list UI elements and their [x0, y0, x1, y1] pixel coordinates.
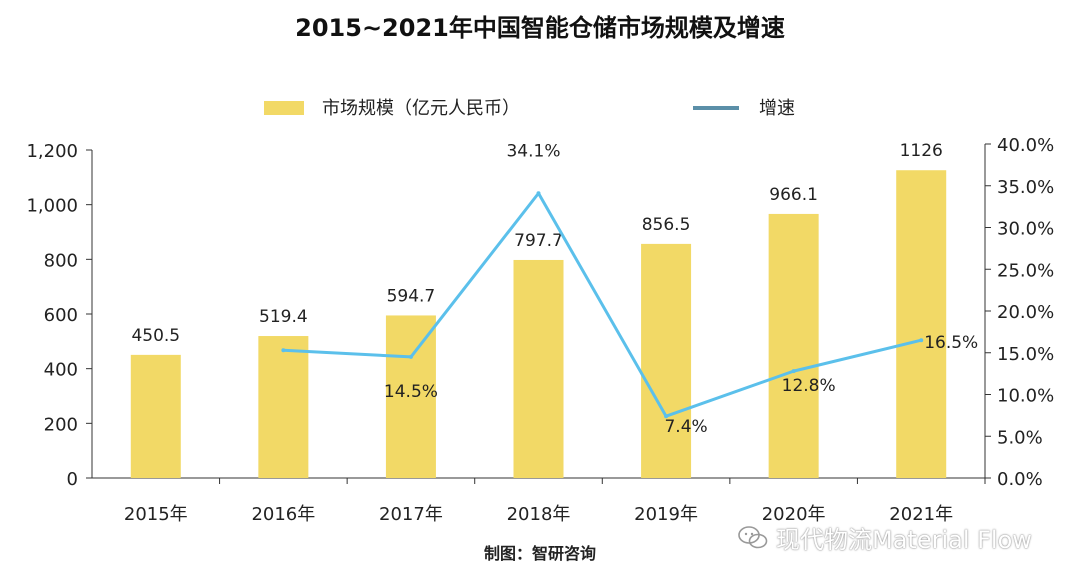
line-point: [919, 338, 924, 343]
bar: [258, 336, 309, 478]
bar: [130, 354, 181, 478]
bar: [385, 315, 436, 478]
y-right-tick-label: 15.0%: [997, 344, 1054, 365]
line-point: [791, 369, 796, 374]
y-left-tick-label: 1,000: [26, 196, 78, 217]
y-left-tick-label: 200: [44, 414, 78, 435]
chart-title: 2015~2021年中国智能仓储市场规模及增速: [295, 14, 785, 42]
x-tick-label: 2020年: [762, 504, 826, 525]
growth-line: [283, 191, 922, 418]
chart-source: 制图：智研咨询: [483, 544, 596, 563]
bar-data-label: 966.1: [769, 185, 818, 205]
y-right-tick-label: 40.0%: [997, 135, 1054, 156]
y-right-tick-label: 20.0%: [997, 302, 1054, 323]
line-data-label: 34.1%: [506, 141, 560, 161]
wechat-icon: [738, 525, 768, 548]
bar: [513, 259, 564, 478]
legend-line-label: 增速: [759, 98, 795, 119]
watermark-text: 现代物流Material Flow: [776, 526, 1032, 554]
bar: [768, 213, 819, 478]
x-tick-label: 2019年: [634, 504, 698, 525]
x-tick-label: 2018年: [507, 504, 571, 525]
line-data-label: 12.8%: [782, 376, 836, 396]
x-tick-label: 2016年: [251, 504, 315, 525]
y-right-tick-label: 5.0%: [997, 427, 1043, 448]
y-right-tick-label: 0.0%: [997, 469, 1043, 490]
line-point: [281, 348, 286, 353]
y-right-tick-label: 10.0%: [997, 386, 1054, 407]
chart-legend: 市场规模（亿元人民币） 增速: [0, 94, 1080, 124]
y-right-tick-label: 35.0%: [997, 177, 1054, 198]
line-point: [664, 414, 669, 419]
y-left-tick-label: 600: [44, 305, 78, 326]
line-point: [536, 191, 541, 196]
bar-data-label: 450.5: [131, 326, 180, 346]
legend-bar-swatch: [264, 101, 304, 115]
x-tick-label: 2017年: [379, 504, 443, 525]
bar-data-label: 594.7: [387, 286, 436, 306]
line-point: [408, 354, 413, 359]
line-data-label: 16.5%: [924, 333, 978, 353]
x-tick-label: 2015年: [124, 504, 188, 525]
legend-bar-label: 市场规模（亿元人民币）: [322, 98, 520, 119]
y-left-tick-label: 800: [44, 250, 78, 271]
y-left-tick-label: 1,200: [26, 141, 78, 162]
bar-data-label: 797.7: [514, 231, 563, 251]
line-data-label: 7.4%: [664, 417, 707, 437]
y-right-tick-label: 30.0%: [997, 219, 1054, 240]
legend-line-swatch: [693, 106, 739, 110]
watermark: 现代物流Material Flow: [738, 520, 1032, 555]
line-data-label: 14.5%: [384, 382, 438, 402]
y-left-tick-label: 0: [67, 469, 78, 490]
bar: [896, 170, 947, 478]
y-right-tick-label: 25.0%: [997, 260, 1054, 281]
bar-data-label: 1126: [900, 141, 943, 161]
bar: [641, 243, 692, 478]
bar-data-label: 519.4: [259, 307, 308, 327]
y-left-tick-label: 400: [44, 360, 78, 381]
bar-data-label: 856.5: [642, 215, 691, 235]
x-tick-label: 2021年: [889, 504, 953, 525]
